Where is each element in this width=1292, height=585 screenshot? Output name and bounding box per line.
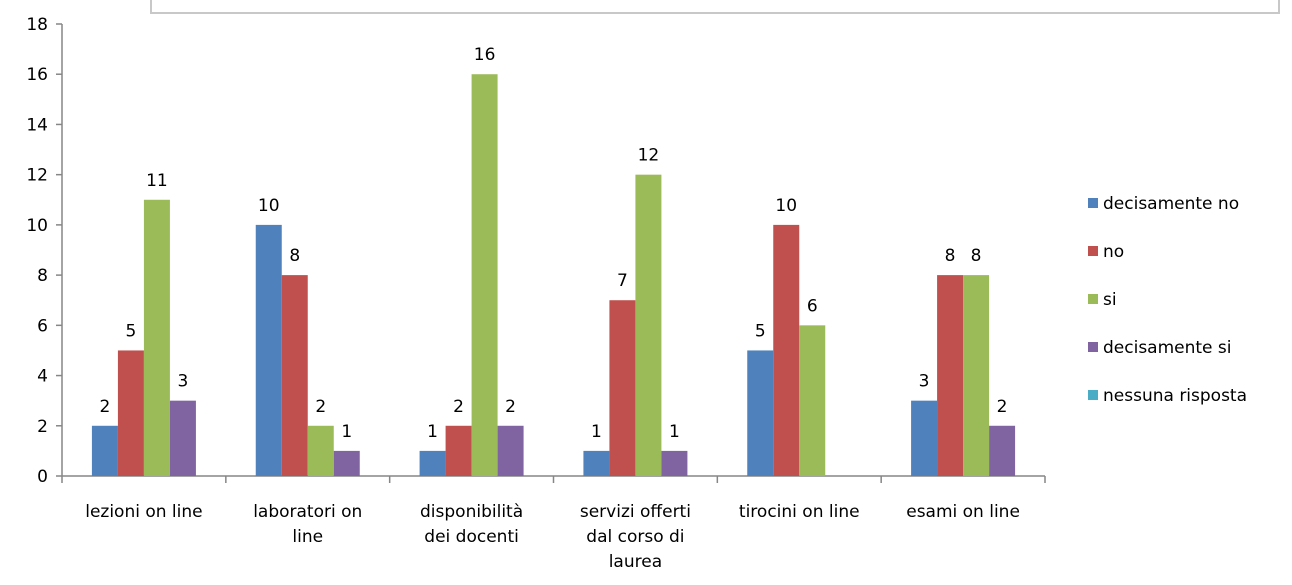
- y-tick-label: 14: [26, 115, 48, 135]
- data-label: 3: [178, 372, 189, 392]
- bar: [419, 450, 446, 476]
- legend-swatch: [1088, 246, 1098, 256]
- data-label: 1: [341, 422, 352, 442]
- bar: [471, 74, 498, 476]
- bar: [497, 425, 524, 476]
- y-tick-label: 2: [37, 417, 48, 437]
- bar: [747, 350, 774, 476]
- y-tick-label: 16: [26, 65, 48, 85]
- data-label: 8: [971, 246, 982, 266]
- y-tick-label: 0: [37, 467, 48, 487]
- chart-title-box: [150, 0, 1280, 14]
- bar: [773, 224, 800, 476]
- y-tick-label: 12: [26, 166, 48, 186]
- bar: [117, 350, 144, 476]
- x-tick-label: esami on line: [906, 502, 1020, 522]
- data-label: 5: [755, 321, 766, 341]
- data-label: 10: [775, 196, 797, 216]
- data-label: 6: [807, 296, 818, 316]
- y-tick-label: 10: [26, 216, 48, 236]
- bar: [583, 450, 610, 476]
- legend-label: decisamente si: [1103, 338, 1232, 358]
- bar: [989, 425, 1016, 476]
- data-label: 2: [453, 397, 464, 417]
- x-tick-label: dei docenti: [424, 527, 519, 547]
- bar: [333, 450, 360, 476]
- bar: [143, 199, 170, 476]
- y-tick-label: 6: [37, 316, 48, 336]
- data-label: 16: [474, 45, 496, 65]
- bar: [91, 425, 118, 476]
- x-tick-label: lezioni on line: [85, 502, 202, 522]
- data-label: 2: [100, 397, 111, 417]
- data-label: 3: [919, 372, 930, 392]
- x-tick-label: disponibilità: [420, 502, 523, 522]
- legend-swatch: [1088, 198, 1098, 208]
- data-label: 1: [669, 422, 680, 442]
- data-label: 7: [617, 271, 628, 291]
- x-tick-label: dal corso di: [586, 527, 684, 547]
- bar: [307, 425, 334, 476]
- data-label: 8: [945, 246, 956, 266]
- bar: [911, 400, 938, 476]
- legend-swatch: [1088, 342, 1098, 352]
- data-label: 1: [427, 422, 438, 442]
- legend-label: no: [1103, 242, 1124, 262]
- legend-swatch: [1088, 294, 1098, 304]
- legend-label: nessuna risposta: [1103, 386, 1247, 406]
- bar: [255, 224, 282, 476]
- data-label: 2: [997, 397, 1008, 417]
- legend-swatch: [1088, 390, 1098, 400]
- bar: [799, 325, 826, 476]
- bar: [281, 275, 308, 476]
- bar: [609, 300, 636, 476]
- x-tick-label: laurea: [609, 552, 662, 572]
- bar: [445, 425, 472, 476]
- x-tick-label: line: [292, 527, 323, 547]
- y-tick-label: 4: [37, 367, 48, 387]
- bar: [963, 275, 990, 476]
- y-tick-label: 8: [37, 266, 48, 286]
- data-label: 1: [591, 422, 602, 442]
- bar: [635, 174, 662, 476]
- legend-label: decisamente no: [1103, 194, 1239, 214]
- data-label: 2: [315, 397, 326, 417]
- data-label: 8: [289, 246, 300, 266]
- data-label: 10: [258, 196, 280, 216]
- bar: [937, 275, 964, 476]
- x-tick-label: laboratori on: [253, 502, 362, 522]
- x-tick-label: servizi offerti: [580, 502, 691, 522]
- data-label: 2: [505, 397, 516, 417]
- bar: [169, 400, 196, 476]
- data-label: 5: [126, 321, 137, 341]
- x-tick-label: tirocini on line: [739, 502, 860, 522]
- bars: [91, 74, 1016, 476]
- bar: [661, 450, 688, 476]
- legend-label: si: [1103, 290, 1117, 310]
- legend: decisamente no no si decisamente si nessuna …: [1088, 194, 1247, 406]
- data-label: 11: [146, 171, 168, 191]
- data-label: 12: [638, 146, 660, 166]
- y-tick-label: 18: [26, 15, 48, 35]
